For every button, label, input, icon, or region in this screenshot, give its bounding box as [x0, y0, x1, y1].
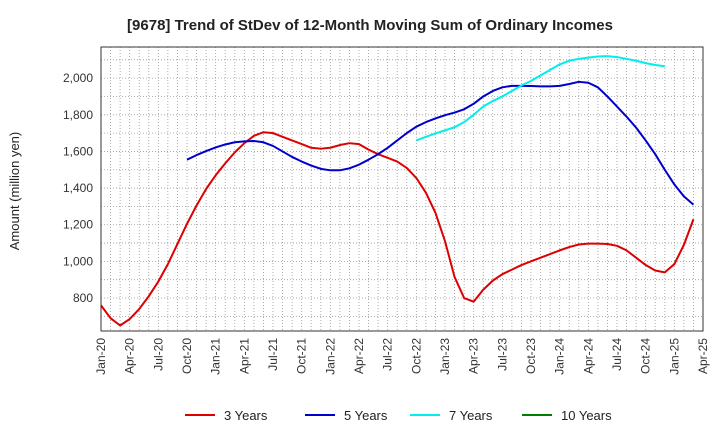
- x-tick-label: Apr-25: [696, 338, 710, 374]
- x-tick-label: Apr-24: [581, 338, 595, 374]
- x-tick-label: Jan-21: [209, 338, 223, 375]
- y-tick-label: 1,400: [63, 181, 93, 195]
- x-tick-label: Apr-22: [352, 338, 366, 374]
- y-tick-label: 1,200: [63, 218, 93, 232]
- x-tick-label: Jul-22: [381, 338, 395, 371]
- x-tick-label: Jan-22: [323, 338, 337, 375]
- legend: 3 Years 5 Years 7 Years 10 Years: [185, 408, 612, 423]
- x-tick-label: Oct-23: [524, 338, 538, 374]
- y-tick-label: 1,000: [63, 254, 93, 268]
- y-tick-label: 2,000: [63, 71, 93, 85]
- x-tick-label: Jan-25: [667, 338, 681, 375]
- y-tick-label: 1,800: [63, 108, 93, 122]
- chart-title: [9678] Trend of StDev of 12-Month Moving…: [127, 17, 613, 34]
- series-line-7-years: [415, 55, 665, 142]
- legend-label-5-years: 5 Years: [344, 408, 388, 423]
- legend-label-3-years: 3 Years: [224, 408, 268, 423]
- y-axis-label: Amount (million yen): [7, 132, 22, 251]
- legend-label-10-years: 10 Years: [561, 408, 612, 423]
- x-tick-label: Jan-23: [438, 338, 452, 375]
- series-line-5-years: [186, 80, 695, 206]
- x-tick-label: Apr-20: [123, 338, 137, 374]
- x-tick-label: Oct-20: [180, 338, 194, 374]
- x-tick-label: Oct-22: [409, 338, 423, 374]
- y-tick-label: 1,600: [63, 144, 93, 158]
- legend-label-7-years: 7 Years: [449, 408, 493, 423]
- x-tick-label: Jul-21: [266, 338, 280, 371]
- x-tick-label: Oct-24: [639, 338, 653, 374]
- y-tick-label: 800: [73, 291, 93, 305]
- x-tick-label: Jan-20: [94, 338, 108, 375]
- series-line-3-years: [100, 131, 695, 327]
- x-tick-label: Apr-21: [237, 338, 251, 374]
- x-tick-label: Jul-20: [151, 338, 165, 371]
- series-lines: [100, 55, 695, 327]
- x-tick-label: Jul-23: [495, 338, 509, 371]
- y-tick-labels: 800 1,000 1,200 1,400 1,600 1,800 2,000: [63, 71, 93, 305]
- x-tick-label: Jan-24: [553, 338, 567, 375]
- x-tick-label: Jul-24: [610, 338, 624, 371]
- x-tick-label: Apr-23: [467, 338, 481, 374]
- plot-frame: [100, 46, 704, 332]
- grid-layer: [101, 47, 703, 331]
- x-tick-labels: Jan-20 Apr-20 Jul-20 Oct-20 Jan-21 Apr-21 Jul-…: [94, 338, 710, 375]
- plot-area: [101, 47, 703, 331]
- x-tick-label: Oct-21: [295, 338, 309, 374]
